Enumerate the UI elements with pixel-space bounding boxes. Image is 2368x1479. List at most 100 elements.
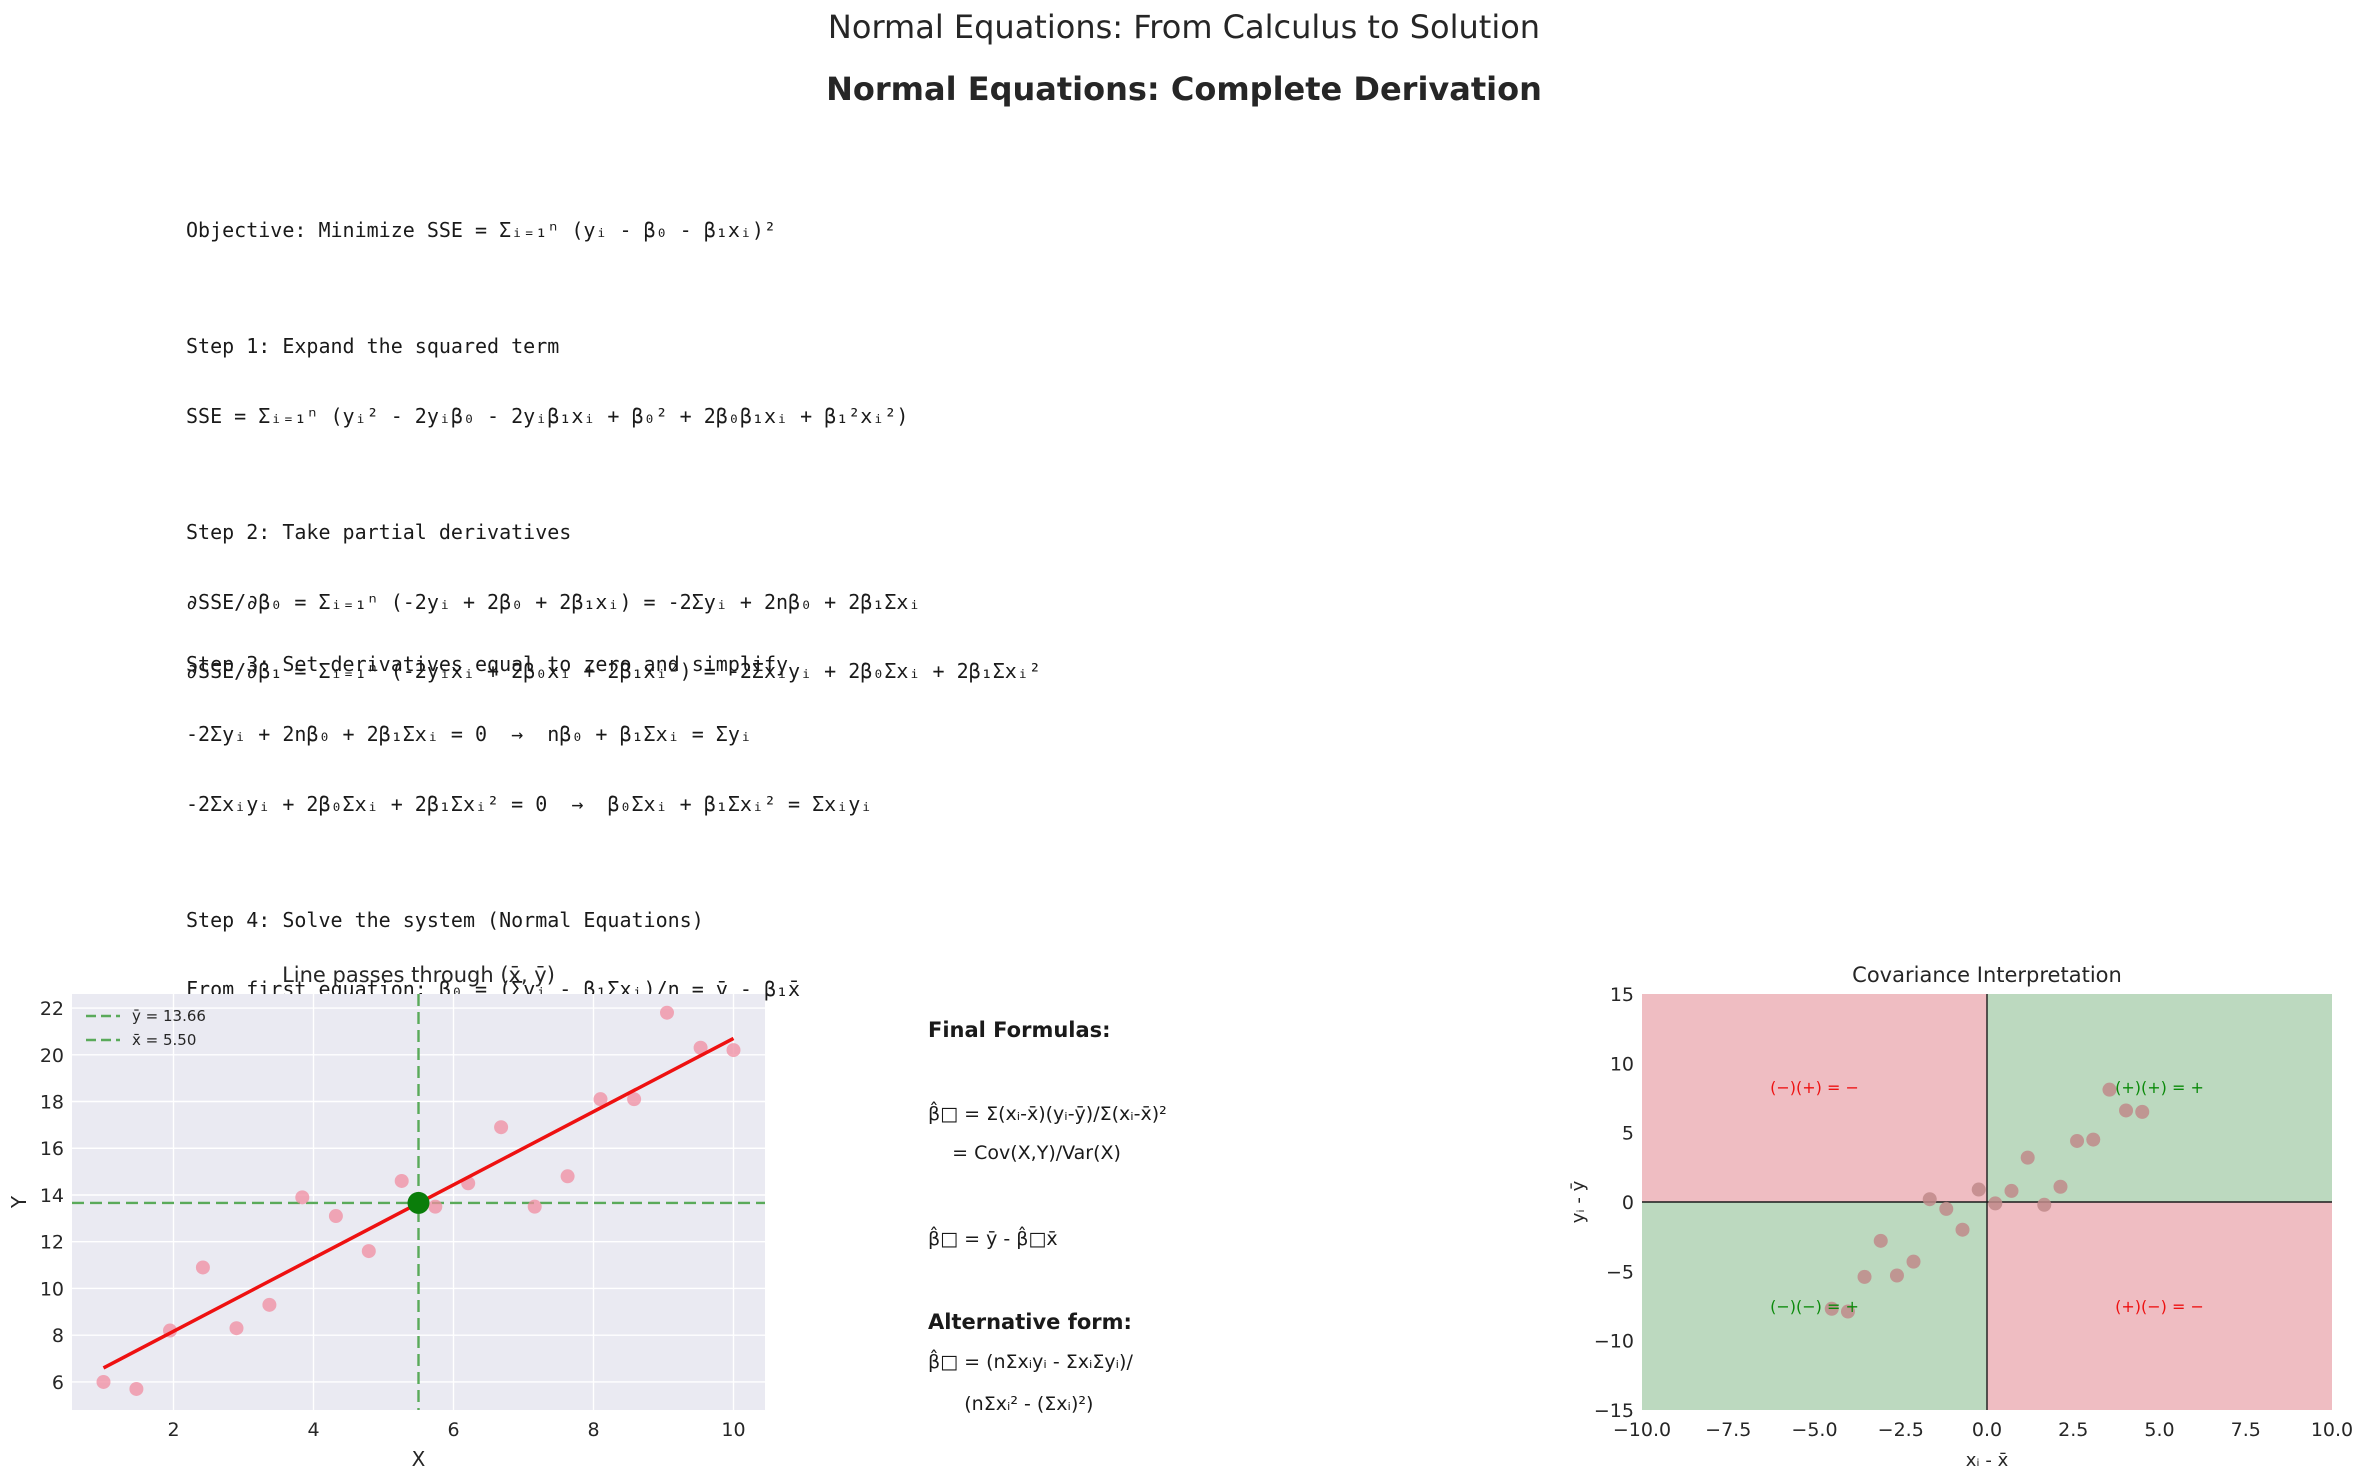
x-axis-label: xᵢ - x̄ xyxy=(1966,1450,2009,1471)
slope-formula-cov: = Cov(X,Y)/Var(X) xyxy=(928,1142,1121,1164)
y-tick-label: 12 xyxy=(40,1232,64,1254)
quadrant-sign-label: (−)(−) = + xyxy=(1770,1297,1859,1316)
y-tick-label: 18 xyxy=(40,1092,64,1114)
data-point xyxy=(328,1209,343,1224)
data-point xyxy=(195,1260,210,1275)
data-point xyxy=(2004,1183,2019,1198)
derivation-line: ∂SSE/∂β₀ = Σᵢ₌₁ⁿ (-2yᵢ + 2β₀ + 2β₁xᵢ) = … xyxy=(186,589,921,614)
data-point xyxy=(262,1297,277,1312)
x-tick-label: 7.5 xyxy=(2231,1419,2261,1441)
data-point xyxy=(2020,1150,2035,1165)
derivation-line: Objective: Minimize SSE = Σᵢ₌₁ⁿ (yᵢ - β₀… xyxy=(186,218,777,243)
data-point xyxy=(1988,1196,2003,1211)
derivation-line: -2Σyᵢ + 2nβ₀ + 2β₁Σxᵢ = 0 → nβ₀ + β₁Σxᵢ … xyxy=(186,722,752,747)
data-point xyxy=(726,1043,741,1058)
y-tick-label: 15 xyxy=(1610,984,1634,1006)
data-point xyxy=(1824,1301,1839,1316)
covariance-chart: −10.0 −7.5 −5.0 −2.5 0.0 2.5 5.0 7.5 10.0 −15 −10 −… xyxy=(1568,963,2353,1471)
data-point xyxy=(2119,1103,2134,1118)
derivation-title: Normal Equations: Complete Derivation xyxy=(826,70,1542,108)
data-point xyxy=(394,1173,409,1188)
y-tick-label: 22 xyxy=(40,998,64,1020)
data-point xyxy=(2037,1197,2052,1212)
x-tick-label: −10.0 xyxy=(1613,1419,1671,1441)
quadrant-positive-positive xyxy=(1987,994,2332,1202)
alternative-form-heading: Alternative form: xyxy=(928,1310,1132,1334)
y-tick-label: −15 xyxy=(1594,1400,1634,1422)
quadrant-sign-label: (+)(−) = − xyxy=(2115,1297,2204,1316)
x-tick-label: 10.0 xyxy=(2311,1419,2353,1441)
quadrant-sign-label: (−)(+) = − xyxy=(1770,1078,1859,1097)
data-point xyxy=(129,1381,144,1396)
derivation-line: -2Σxᵢyᵢ + 2β₀Σxᵢ + 2β₁Σxᵢ² = 0 → β₀Σxᵢ +… xyxy=(186,791,873,816)
y-tick-label: −5 xyxy=(1606,1261,1634,1283)
quadrant-positive-negative xyxy=(1987,1202,2332,1410)
data-point xyxy=(560,1169,575,1184)
derivation-line: Step 2: Take partial derivatives xyxy=(186,520,572,545)
data-point xyxy=(1922,1192,1937,1207)
formula-panel: Final Formulas: β̂□ = Σ(xᵢ-x̄)(yᵢ-ȳ)/Σ(x… xyxy=(928,1010,1568,1430)
y-tick-label: 16 xyxy=(40,1138,64,1160)
x-tick-label: 0.0 xyxy=(1972,1419,2002,1441)
y-tick-label: 10 xyxy=(1610,1053,1634,1075)
mean-point xyxy=(407,1191,430,1214)
x-tick-label: −7.5 xyxy=(1705,1419,1751,1441)
y-tick-label: 0 xyxy=(1622,1192,1634,1214)
x-tick-label: −2.5 xyxy=(1878,1419,1924,1441)
derivation-line: ∂SSE/∂β₁ = Σᵢ₌₁ⁿ (-2yᵢxᵢ + 2β₀xᵢ + 2β₁xᵢ… xyxy=(186,659,1041,684)
data-point xyxy=(1840,1304,1855,1319)
x-tick-label: 6 xyxy=(447,1419,459,1441)
data-point xyxy=(2070,1133,2085,1148)
y-tick-label: 14 xyxy=(40,1185,64,1207)
y-tick-label: 6 xyxy=(52,1372,64,1394)
data-point xyxy=(494,1120,509,1135)
y-tick-label: 10 xyxy=(40,1278,64,1300)
data-point xyxy=(2102,1082,2117,1097)
data-point xyxy=(1889,1268,1904,1283)
data-point xyxy=(1857,1269,1872,1284)
y-axis-label: Y xyxy=(7,1195,31,1209)
x-tick-label: 8 xyxy=(587,1419,599,1441)
x-tick-label: −5.0 xyxy=(1791,1419,1837,1441)
chart-title: Line passes through (x̄, ȳ) xyxy=(282,963,555,987)
x-tick-label: 10 xyxy=(721,1419,745,1441)
data-point xyxy=(527,1199,542,1214)
quadrant-negative-negative xyxy=(1642,1202,1987,1410)
derivation-steps-1-2: Objective: Minimize SSE = Σᵢ₌₁ⁿ (yᵢ - β₀… xyxy=(186,173,1041,707)
derivation-line: Step 1: Expand the squared term xyxy=(186,334,560,359)
data-point xyxy=(1873,1233,1888,1248)
data-point xyxy=(593,1092,608,1107)
legend-label-x-mean: x̄ = 5.50 xyxy=(132,1031,196,1049)
y-tick-label: 5 xyxy=(1622,1123,1634,1145)
data-point xyxy=(1939,1201,1954,1216)
slope-formula: β̂□ = Σ(xᵢ-x̄)(yᵢ-ȳ)/Σ(xᵢ-x̄)² xyxy=(928,1103,1167,1125)
data-point xyxy=(96,1374,111,1389)
data-point xyxy=(295,1190,310,1205)
x-tick-label: 2 xyxy=(167,1419,179,1441)
data-point xyxy=(229,1321,244,1336)
data-point xyxy=(693,1040,708,1055)
derivation-line: Step 3: Set derivatives equal to zero an… xyxy=(186,652,789,677)
x-tick-label: 4 xyxy=(307,1419,319,1441)
derivation-line: SSE = Σᵢ₌₁ⁿ (yᵢ² - 2yᵢβ₀ - 2yᵢβ₁xᵢ + β₀²… xyxy=(186,404,909,429)
data-point xyxy=(428,1199,443,1214)
y-axis-label: yᵢ - ȳ xyxy=(1568,1180,1589,1223)
x-tick-label: 2.5 xyxy=(2058,1419,2088,1441)
data-point xyxy=(1971,1182,1986,1197)
intercept-formula: β̂□ = ȳ - β̂□x̄ xyxy=(928,1228,1058,1250)
quadrant-sign-label: (+)(+) = + xyxy=(2115,1078,2204,1097)
derivation-line: Step 4: Solve the system (Normal Equatio… xyxy=(186,907,704,932)
figure-suptitle: Normal Equations: From Calculus to Solut… xyxy=(827,8,1541,46)
chart-title: Covariance Interpretation xyxy=(1852,963,2122,987)
y-tick-label: 8 xyxy=(52,1325,64,1347)
data-point xyxy=(1906,1254,1921,1269)
y-tick-label: 20 xyxy=(40,1045,64,1067)
final-formulas-heading: Final Formulas: xyxy=(928,1018,1111,1042)
alternative-formula-numerator: β̂□ = (nΣxᵢyᵢ - ΣxᵢΣyᵢ)/ xyxy=(928,1351,1133,1373)
data-point xyxy=(627,1092,642,1107)
x-axis-label: X xyxy=(412,1447,426,1471)
y-tick-label: −10 xyxy=(1594,1331,1634,1353)
alternative-formula-denominator: (nΣxᵢ² - (Σxᵢ)²) xyxy=(928,1393,1094,1415)
regression-chart: 2 4 6 8 10 6 8 10 12 14 16 18 20 22 ȳ = 13.66 x̄ = 5.50… xyxy=(7,963,765,1471)
data-point xyxy=(1955,1222,1970,1237)
